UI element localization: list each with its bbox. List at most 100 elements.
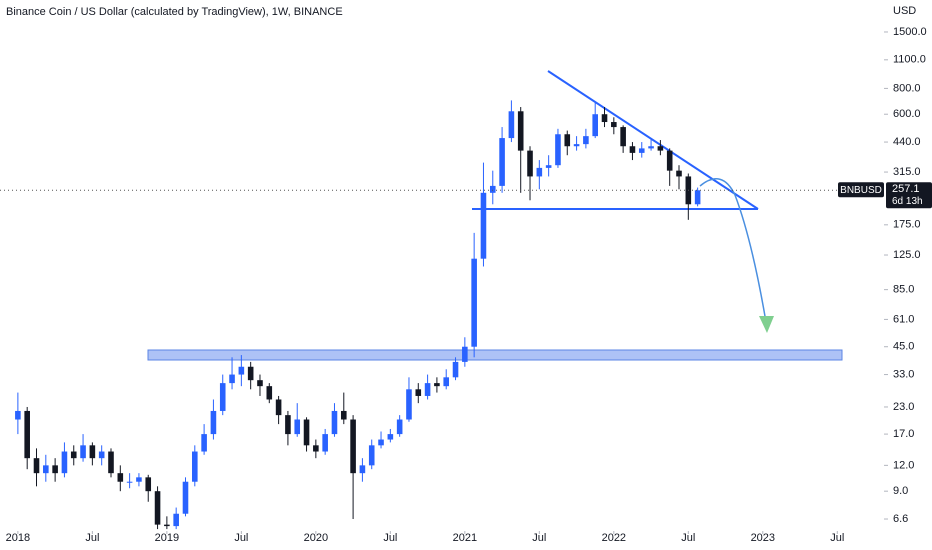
candle-body xyxy=(499,138,505,186)
candle-body xyxy=(666,150,673,171)
candle-body xyxy=(471,258,477,347)
y-tick-label: 17.0 xyxy=(893,428,914,440)
candle-body xyxy=(620,127,626,147)
candle-body xyxy=(517,111,524,151)
y-tick-label: 9.0 xyxy=(893,485,908,497)
candle-body xyxy=(219,383,226,411)
candle-body xyxy=(489,185,496,193)
candle-body xyxy=(15,410,21,420)
x-tick-label: Jul xyxy=(85,532,99,544)
candle-body xyxy=(98,451,105,459)
candle-body xyxy=(629,146,636,153)
candle-body xyxy=(257,380,263,387)
candle-body xyxy=(154,491,161,525)
y-tick-label: 1500.0 xyxy=(893,26,927,38)
candle-body xyxy=(508,111,515,139)
candle-body xyxy=(43,465,49,474)
candle-body xyxy=(592,114,598,137)
candle-body xyxy=(164,524,170,527)
candle-body xyxy=(694,190,701,205)
y-tick-label: 1100.0 xyxy=(893,54,926,66)
y-tick-label: 23.0 xyxy=(893,401,914,413)
candle-body xyxy=(527,150,533,177)
x-tick-label: 2018 xyxy=(6,532,30,544)
chart-title: Binance Coin / US Dollar (calculated by … xyxy=(6,6,343,18)
candle-body xyxy=(676,170,682,177)
candle-body xyxy=(611,122,617,128)
candle-body xyxy=(378,439,384,446)
candle-body xyxy=(61,451,68,474)
x-tick-label: 2023 xyxy=(751,532,775,544)
y-tick-label: 125.0 xyxy=(893,249,921,261)
candle-body xyxy=(406,389,412,420)
candle-body xyxy=(648,146,654,149)
candle-body xyxy=(555,134,561,166)
candle-body xyxy=(583,136,589,145)
candle-body xyxy=(564,134,571,147)
candle-body xyxy=(331,410,338,435)
candle-body xyxy=(89,445,96,459)
candle-body xyxy=(247,366,254,381)
y-tick-label: 175.0 xyxy=(893,219,921,231)
candle-body xyxy=(275,399,282,416)
candle-body xyxy=(33,458,40,474)
x-tick-label: Jul xyxy=(681,532,695,544)
candle-body xyxy=(117,473,124,482)
candle-body xyxy=(313,445,319,452)
y-axis-label: USD xyxy=(893,5,916,17)
candle-body xyxy=(396,419,403,435)
candle-body xyxy=(480,192,487,259)
candle-body xyxy=(229,374,235,384)
candle-body xyxy=(266,386,273,400)
candle-body xyxy=(657,146,664,151)
y-tick-label: 33.0 xyxy=(893,368,914,380)
candle-body xyxy=(462,346,468,362)
candle-body xyxy=(340,410,347,420)
candle-body xyxy=(201,434,207,452)
candle-body xyxy=(359,465,366,474)
x-tick-label: 2019 xyxy=(155,532,179,544)
candle-body xyxy=(415,389,422,396)
candle-body xyxy=(182,481,189,514)
candle-body xyxy=(136,477,142,482)
candle-body xyxy=(350,419,356,474)
candle-body xyxy=(285,415,291,435)
candle-body xyxy=(573,144,580,147)
candle-body xyxy=(434,383,440,387)
x-tick-label: 2022 xyxy=(602,532,626,544)
candle-body xyxy=(192,451,198,482)
trend-line xyxy=(547,70,759,210)
candle-body xyxy=(145,477,152,492)
y-tick-label: 800.0 xyxy=(893,82,921,94)
candle-body xyxy=(601,114,608,123)
candle-body xyxy=(322,434,328,452)
candle-body xyxy=(126,481,133,483)
candle-body xyxy=(443,377,450,387)
symbol-box xyxy=(838,182,884,198)
candle-body xyxy=(108,451,114,474)
candle-body xyxy=(536,167,543,177)
x-tick-label: Jul xyxy=(830,532,844,544)
candle-body xyxy=(80,445,86,459)
candle-body xyxy=(294,419,301,435)
x-tick-label: Jul xyxy=(383,532,397,544)
symbol-label: BNBUSD xyxy=(840,185,882,196)
y-tick-label: 61.0 xyxy=(893,313,914,325)
candle-body xyxy=(387,434,394,440)
candle-body xyxy=(638,148,645,153)
y-tick-label: 315.0 xyxy=(893,166,921,178)
candle-body xyxy=(24,410,30,459)
projection-arrow xyxy=(699,178,767,323)
price-box xyxy=(886,182,932,209)
candle-body xyxy=(368,445,375,466)
support-zone xyxy=(147,349,843,361)
arrow-head xyxy=(759,316,774,333)
candle-body xyxy=(303,419,310,446)
countdown-label: 6d 13h xyxy=(892,196,923,207)
candle-body xyxy=(210,410,217,435)
candle-body xyxy=(545,165,552,168)
last-price-label: 257.1 xyxy=(892,183,920,195)
y-tick-label: 600.0 xyxy=(893,108,921,120)
